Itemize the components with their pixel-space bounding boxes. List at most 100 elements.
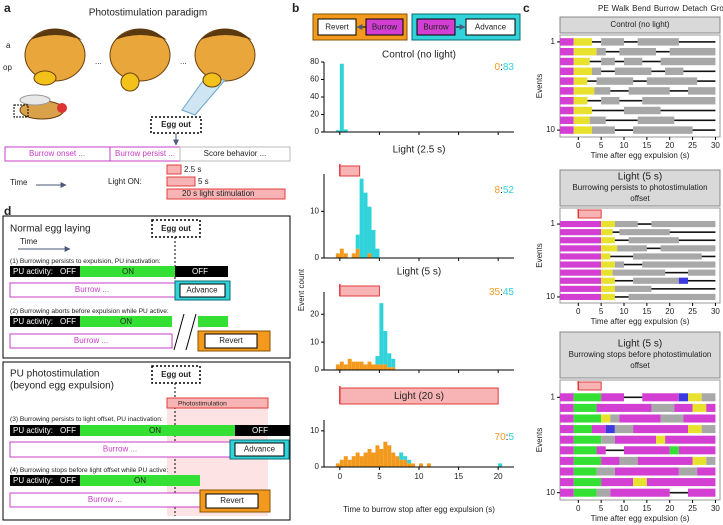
pu-off: OFF — [60, 426, 76, 435]
behavior-bout — [706, 456, 716, 465]
bar — [371, 452, 376, 467]
behavior-bout — [633, 277, 679, 284]
behavior-bout — [601, 293, 615, 301]
count-separator: : — [500, 62, 503, 73]
legend-entry: Detach — [682, 4, 707, 13]
ovipositor — [33, 70, 57, 86]
behavior-bout — [560, 285, 602, 292]
light-box — [577, 381, 602, 391]
behavior-bout — [560, 435, 574, 444]
x-tick-label: 20 — [494, 472, 503, 481]
behavior-bout — [701, 393, 716, 402]
step: Burrow onset ... — [29, 149, 85, 158]
behavior-bout — [624, 446, 670, 455]
bar — [355, 452, 360, 467]
bar — [359, 361, 364, 370]
egg-out: Egg out — [161, 224, 191, 233]
behavior-bout — [612, 269, 666, 276]
panel-label: d — [4, 204, 11, 218]
y-tick-label: 80 — [310, 57, 319, 66]
break-mark — [173, 313, 185, 351]
egg-out-box — [151, 365, 201, 384]
bar — [426, 463, 431, 467]
bar — [335, 253, 340, 258]
other-bout — [610, 255, 634, 258]
behavior-bout — [651, 220, 716, 228]
behavior-bout — [610, 488, 670, 497]
behavior-bout — [674, 403, 693, 412]
y-tick-label: 0 — [315, 253, 320, 262]
chart-title: Light (5 s) — [397, 267, 441, 278]
plot-title: Light (5 s) — [618, 339, 662, 350]
behavior-bout — [697, 467, 716, 476]
x-tick-label: 30 — [711, 141, 720, 150]
legend-entry: PE — [598, 4, 609, 13]
behavior-bout — [601, 96, 620, 105]
behavior-bout — [560, 269, 602, 276]
behavior-bout — [601, 261, 615, 268]
fly-wing — [19, 94, 51, 106]
pu-label: PU activity: — [13, 476, 53, 485]
other-bout — [614, 60, 624, 63]
x-axis-label: Time after egg expulsion (s) — [591, 151, 690, 160]
pu-bar-on — [80, 266, 175, 277]
bar — [383, 364, 388, 370]
bar — [359, 456, 364, 467]
bar — [367, 361, 372, 370]
other-bout — [642, 60, 661, 63]
chart-title: Light (20 s) — [394, 391, 444, 402]
other-bout — [614, 279, 634, 282]
scenario: (2) Burrowing aborts before expulsion wh… — [10, 308, 169, 315]
bar — [355, 361, 360, 370]
other-bout — [587, 99, 602, 102]
ovipositor — [202, 72, 222, 88]
abdomen — [109, 28, 171, 82]
box — [2, 215, 291, 359]
light-box — [166, 164, 182, 175]
behavior-bout — [678, 446, 716, 455]
behavior-bout — [560, 425, 574, 434]
abdomen-band — [115, 29, 167, 40]
behavior-bout — [589, 116, 606, 125]
bar — [387, 445, 392, 467]
time-label: Time — [10, 178, 28, 187]
behavior-bout — [688, 425, 702, 434]
other-bout — [592, 109, 624, 112]
x-axis-label: Time after egg expulsion (s) — [591, 317, 690, 326]
bar — [351, 456, 356, 467]
behavior-bout — [596, 403, 624, 412]
behavior-bout — [573, 106, 592, 115]
behavior-bout — [619, 456, 638, 465]
behavior-bout — [560, 126, 574, 134]
legend-inner — [365, 18, 404, 36]
legend-entry: Burrow — [654, 4, 680, 13]
abdomen-1 — [24, 28, 86, 86]
bar — [379, 303, 384, 365]
legend-entry: Groom — [711, 4, 723, 13]
bar — [403, 459, 408, 467]
behavior-bout — [601, 277, 615, 284]
bar — [367, 206, 372, 254]
legend-text: Burrow — [372, 23, 398, 32]
behavior-bout — [665, 435, 716, 444]
bar — [419, 463, 423, 467]
behavior-bout — [633, 478, 647, 487]
behavior-bout — [633, 253, 702, 260]
bar — [395, 456, 400, 467]
other-bout — [678, 239, 716, 242]
box-title: PU photostimulation — [10, 369, 100, 380]
other-bout — [669, 491, 688, 494]
break-mark — [185, 313, 197, 351]
behavior-bout — [706, 403, 716, 412]
other-bout — [624, 396, 643, 399]
y-tick-label: 1 — [551, 219, 556, 228]
light-box — [166, 188, 286, 200]
zoom-box — [13, 104, 29, 118]
legend-entry: Bend — [632, 4, 651, 13]
egg-out: Egg out — [161, 120, 191, 129]
abdomen-band — [200, 29, 252, 40]
advance: Advance — [244, 445, 276, 454]
other-bout — [601, 70, 615, 73]
